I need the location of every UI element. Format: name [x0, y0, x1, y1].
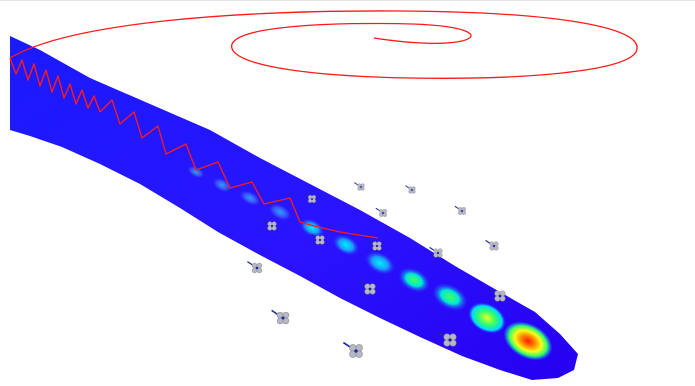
quadcopter-drone-icon[interactable]: [304, 193, 317, 204]
field-blob: [365, 251, 395, 275]
drone-body: [457, 206, 467, 216]
field-blob: [503, 321, 553, 361]
quadcopter-drone-icon[interactable]: [354, 182, 365, 191]
drone-body: [357, 183, 365, 191]
field-blob: [468, 302, 506, 334]
quadcopter-drone-icon[interactable]: [247, 261, 263, 274]
drone-body: [307, 194, 317, 204]
quadcopter-drone-icon[interactable]: [429, 246, 443, 258]
trajectory-dense-zigzag: [9, 57, 101, 113]
quadcopter-drone-icon[interactable]: [437, 331, 457, 347]
quadcopter-drone-icon[interactable]: [375, 207, 388, 218]
field-blob: [239, 190, 261, 206]
drone-body: [443, 333, 457, 347]
drone-body: [251, 262, 263, 274]
drone-body: [315, 235, 325, 245]
quadcopter-drone-icon[interactable]: [485, 239, 499, 251]
trajectory-zigzag: [99, 99, 379, 239]
drone-body: [408, 186, 416, 194]
drone-fleet[interactable]: [247, 182, 506, 359]
quadcopter-drone-icon[interactable]: [359, 281, 376, 295]
drone-body: [378, 208, 388, 218]
drone-body: [276, 311, 290, 325]
field-blob: [268, 203, 292, 221]
drone-body: [348, 343, 364, 359]
quadcopter-drone-icon[interactable]: [263, 219, 277, 231]
field-blob: [432, 283, 468, 311]
quadcopter-drone-icon[interactable]: [311, 233, 325, 245]
drone-body: [364, 283, 376, 295]
quadcopter-drone-icon[interactable]: [454, 205, 467, 216]
drone-body: [372, 241, 382, 251]
quadcopter-drone-icon[interactable]: [342, 341, 364, 359]
field-blob: [398, 267, 430, 293]
drone-body: [433, 248, 443, 258]
drone-body: [267, 221, 277, 231]
trajectory-spiral: [9, 10, 638, 79]
drone-body: [489, 241, 499, 251]
quadcopter-drone-icon[interactable]: [368, 239, 382, 251]
viewport-top-border: [0, 0, 695, 1]
quadcopter-drone-icon[interactable]: [489, 288, 506, 302]
plume-intensity-bands: [187, 165, 553, 361]
drone-body: [494, 290, 506, 302]
trajectory: [9, 10, 638, 239]
quadcopter-drone-icon[interactable]: [405, 185, 416, 194]
field-blob: [332, 234, 360, 256]
quadcopter-drone-icon[interactable]: [271, 309, 290, 325]
